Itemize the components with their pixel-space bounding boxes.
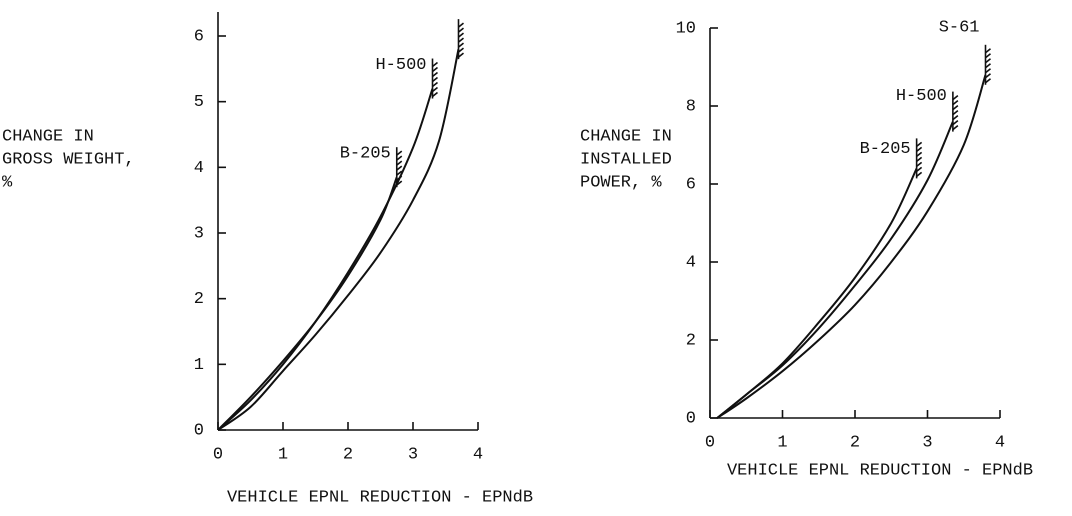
- hatch: [396, 170, 403, 176]
- series-line: [716, 74, 987, 419]
- hatch: [396, 180, 403, 186]
- x-tick-label: 1: [278, 445, 288, 464]
- hatch: [952, 114, 959, 121]
- x-tick-label: 4: [473, 445, 483, 464]
- y-tick-label: 3: [194, 224, 204, 243]
- hatch: [985, 78, 991, 84]
- x-axis-label: VEHICLE EPNL REDUCTION - EPNdB: [227, 488, 533, 507]
- hatch: [432, 61, 438, 68]
- hatch: [458, 42, 464, 48]
- y-axis-label: POWER, %: [580, 173, 662, 192]
- x-tick-label: 2: [850, 433, 860, 452]
- hatch: [952, 94, 959, 101]
- hatch: [985, 63, 991, 69]
- hatch: [396, 150, 403, 156]
- y-tick-label: 4: [686, 253, 696, 272]
- y-tick-label: 6: [194, 27, 204, 46]
- hatch: [985, 68, 991, 74]
- x-tick-label: 2: [343, 445, 353, 464]
- hatch: [916, 146, 923, 153]
- hatch: [432, 91, 438, 98]
- hatch: [916, 141, 923, 148]
- series-label: H-500: [375, 56, 426, 75]
- hatch: [952, 104, 959, 111]
- y-tick-label: 4: [194, 159, 204, 178]
- hatch: [916, 171, 923, 178]
- series-label: B-205: [340, 145, 391, 164]
- hatch: [952, 124, 959, 131]
- x-axis-label: VEHICLE EPNL REDUCTION - EPNdB: [727, 461, 1033, 480]
- series-line: [716, 167, 918, 419]
- hatch: [458, 32, 464, 38]
- hatch: [916, 166, 923, 173]
- series-label: B-205: [860, 140, 911, 159]
- hatch: [952, 119, 959, 126]
- hatch: [396, 160, 403, 166]
- y-tick-label: 2: [194, 290, 204, 309]
- hatch: [916, 151, 923, 158]
- hatch: [458, 52, 464, 58]
- x-tick-label: 3: [408, 445, 418, 464]
- y-axis-label: INSTALLED: [580, 150, 672, 169]
- y-axis-label: CHANGE IN: [580, 127, 672, 146]
- series-label: S-61: [939, 18, 980, 37]
- y-axis-label: GROSS WEIGHT,: [2, 150, 135, 169]
- series-label: S-61: [412, 0, 453, 5]
- y-axis-label: CHANGE IN: [2, 127, 94, 146]
- y-tick-label: 10: [676, 19, 696, 38]
- hatch: [985, 58, 991, 64]
- hatch: [432, 86, 438, 93]
- hatch: [458, 47, 464, 53]
- y-tick-label: 0: [686, 409, 696, 428]
- hatch: [458, 27, 464, 33]
- hatch: [985, 48, 991, 54]
- series-label: H-500: [896, 87, 947, 106]
- hatch: [952, 109, 959, 116]
- hatch: [432, 76, 438, 83]
- x-tick-label: 1: [777, 433, 787, 452]
- y-tick-label: 8: [686, 97, 696, 116]
- series-line: [217, 88, 434, 431]
- y-tick-label: 2: [686, 331, 696, 350]
- series-line: [217, 48, 460, 431]
- x-tick-label: 0: [213, 445, 223, 464]
- y-axis-label: %: [2, 173, 13, 192]
- hatch: [396, 175, 403, 181]
- x-tick-label: 0: [705, 433, 715, 452]
- hatch: [396, 155, 403, 161]
- y-tick-label: 6: [686, 175, 696, 194]
- hatch: [985, 73, 991, 79]
- y-tick-label: 5: [194, 93, 204, 112]
- x-tick-label: 3: [922, 433, 932, 452]
- hatch: [916, 161, 923, 168]
- hatch: [458, 22, 464, 28]
- y-tick-label: 0: [194, 421, 204, 440]
- hatch: [952, 99, 959, 106]
- y-tick-label: 1: [194, 356, 204, 375]
- hatch: [432, 81, 438, 88]
- hatch: [432, 71, 438, 78]
- hatch: [916, 156, 923, 163]
- hatch: [396, 165, 403, 171]
- hatch: [985, 53, 991, 59]
- x-tick-label: 4: [995, 433, 1005, 452]
- series-line: [217, 176, 398, 431]
- hatch: [432, 66, 438, 73]
- hatch: [458, 37, 464, 43]
